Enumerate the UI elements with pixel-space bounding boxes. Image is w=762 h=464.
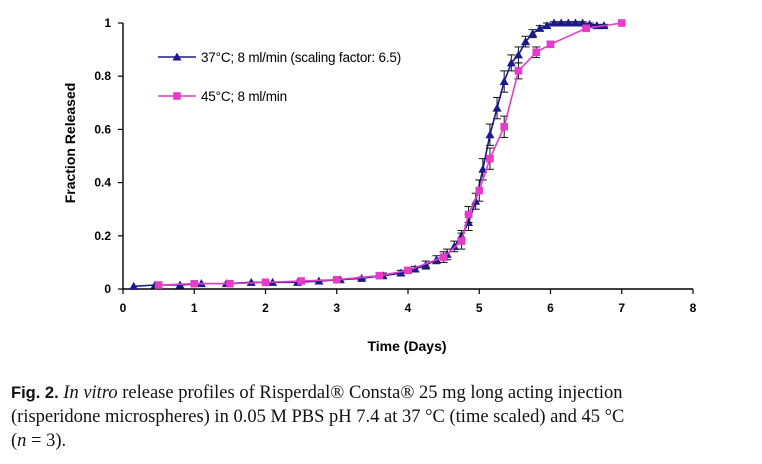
legend-marker-triangle (172, 52, 182, 61)
caption-label: Fig. 2. (11, 384, 59, 402)
data-point-triangle (570, 18, 580, 27)
data-point-triangle (246, 277, 256, 286)
data-point-triangle (129, 281, 139, 290)
data-point-square (532, 48, 541, 57)
chart-legend: 37°C; 8 ml/min (scaling factor: 6.5) 45°C… (158, 50, 401, 104)
x-tick-label: 3 (333, 301, 340, 315)
data-point-triangle (485, 130, 495, 139)
x-tick-label: 4 (405, 301, 412, 315)
data-point-triangle (492, 103, 502, 112)
x-tick-label: 5 (476, 301, 483, 315)
data-point-square (500, 122, 508, 131)
data-point-square (514, 67, 523, 75)
x-tick-label: 0 (120, 301, 127, 315)
y-tick-label: 0.8 (94, 69, 111, 83)
data-point-square (154, 281, 163, 289)
legend-item-2: 45°C; 8 ml/min (158, 89, 287, 104)
x-tick-label: 8 (690, 301, 697, 315)
legend-label: 37°C; 8 ml/min (scaling factor: 6.5) (201, 50, 401, 65)
data-point-triangle (556, 18, 566, 27)
data-point-triangle (535, 23, 545, 32)
data-point-square (475, 186, 484, 195)
x-tick-label: 7 (618, 301, 625, 315)
y-tick-label: 0.4 (94, 176, 111, 190)
y-tick-label: 0.2 (94, 229, 111, 243)
data-point-square (546, 40, 555, 49)
data-point-square (439, 253, 448, 261)
data-point-triangle (528, 29, 538, 38)
series-2 (154, 19, 626, 289)
y-tick-label: 1 (104, 16, 111, 30)
data-point-square (457, 237, 466, 245)
data-point-triangle (506, 58, 516, 67)
legend-item-1: 37°C; 8 ml/min (scaling factor: 6.5) (158, 50, 401, 65)
figure-caption: Fig. 2. In vitro release profiles of Ris… (11, 383, 625, 451)
caption-n-rest: = 3). (26, 431, 67, 451)
x-axis-label: Time (Days) (367, 338, 446, 354)
release-profile-chart: 0 1 2 3 4 5 6 7 8 0 0.2 0.4 0.6 0.8 1 37°C; 8 ml/min (… (62, 16, 697, 354)
y-axis-label: Fraction Released (62, 83, 78, 204)
legend-marker-square (173, 92, 181, 100)
data-point-square (486, 154, 494, 163)
chart-axes: 0 1 2 3 4 5 6 7 8 0 0.2 0.4 0.6 0.8 1 (94, 16, 696, 315)
data-point-triangle (542, 21, 552, 30)
data-point-square (617, 19, 626, 27)
data-point-triangle (578, 18, 588, 27)
data-point-triangle (521, 37, 531, 46)
data-point-square (261, 278, 270, 287)
data-point-triangle (549, 18, 559, 27)
chart-series-layer (129, 18, 626, 290)
data-point-triangle (499, 77, 509, 86)
legend-label: 45°C; 8 ml/min (201, 89, 287, 104)
caption-n-var: n (17, 431, 27, 451)
data-point-triangle (513, 50, 523, 59)
data-point-triangle (563, 18, 573, 27)
data-point-triangle (396, 268, 406, 277)
caption-line2: (risperidone microspheres) in 0.05 M PBS… (11, 407, 625, 427)
data-point-square (190, 279, 199, 288)
data-point-square (375, 271, 384, 280)
x-tick-label: 6 (547, 301, 554, 315)
caption-line1: release profiles of Risperdal® Consta® 2… (122, 383, 623, 403)
data-point-square (297, 277, 305, 285)
x-tick-label: 1 (191, 301, 198, 315)
y-tick-label: 0.6 (94, 122, 111, 136)
data-point-square (582, 24, 590, 33)
caption-italic-intro: In vitro (63, 383, 118, 403)
y-tick-label: 0 (104, 282, 111, 296)
data-point-square (332, 275, 341, 284)
data-point-square (404, 266, 412, 275)
data-point-square (464, 210, 473, 219)
data-point-square (226, 279, 234, 288)
x-tick-label: 2 (262, 301, 269, 315)
data-point-triangle (449, 241, 459, 250)
